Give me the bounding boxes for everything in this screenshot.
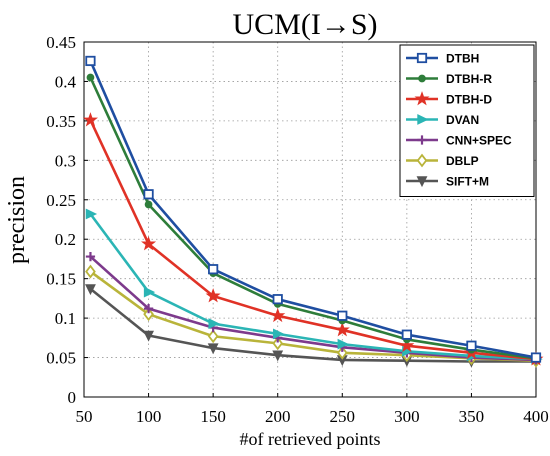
y-tick-label: 0.25 [46,191,76,210]
data-point-dvan [337,338,349,350]
data-point-dtbh [85,55,96,67]
x-tick-label: 300 [394,407,420,426]
data-point-sift-m [272,350,284,362]
legend-entry-dtbh: DTBH [406,52,479,66]
data-point-dtbh-d [334,322,350,337]
x-tick-label: 200 [265,407,291,426]
legend-marker [418,74,426,83]
series-line-dtbh-r [89,76,537,360]
x-tick-label: 100 [136,407,162,426]
legend-marker [416,176,428,188]
plot-frame [83,41,537,398]
y-tick-label: 0.4 [55,72,77,91]
data-point-dtbh [143,189,154,200]
x-tick-label: 250 [330,407,356,426]
series-line-dvan [89,213,537,361]
data-point-dtbh [337,310,348,321]
legend-marker [417,135,427,145]
data-point-dvan [208,318,220,330]
legend-label: DBLP [446,154,479,168]
legend-entry-dvan: DVAN [406,113,479,127]
legend: DTBH DTBH-R DTBH-D DVAN CNN+SPEC DBLP SIFT+M [399,44,535,197]
legend-label: DTBH-D [446,93,492,107]
data-point-sift-m [85,284,96,296]
y-tick-label: 0.3 [55,151,76,170]
y-axis-label: precision [4,176,30,264]
y-tick-label: 0 [68,388,77,407]
data-point-dtbh [272,294,283,305]
legend-label: SIFT+M [446,175,489,189]
legend-entry-dtbh-d: DTBH-D [406,91,492,107]
data-point-dtbh-d [205,288,221,303]
data-point-dvan [273,328,285,340]
legend-marker [416,52,428,64]
y-tick-label: 0.2 [55,230,76,249]
data-point-dblp [336,345,348,360]
data-point-dtbh [466,340,477,351]
data-point-dblp [207,329,219,344]
data-point-dvan [143,286,156,298]
legend-label: DTBH-R [446,72,492,86]
data-point-sift-m [143,330,155,342]
data-point-dblp [272,336,284,351]
chart-title: UCM(I→S) [232,8,377,41]
data-point-dtbh-r [144,200,153,209]
data-point-dtbh-d [399,337,415,353]
series-line-dtbh [89,60,537,359]
series-dtbh [85,55,542,363]
series-line-sift-m [89,287,536,363]
axis-ticks: 50 100 150 200 250 300 350 400 0 0.05 0.1 0.15 0.2 0.… [46,33,549,426]
series-dtbh-d [82,112,544,366]
data-point-dvan [85,208,98,220]
y-tick-label: 0.15 [46,270,76,289]
legend-label: DTBH [446,52,479,66]
x-tick-label: 50 [76,407,93,426]
series-line-cnn-spec [89,255,537,362]
y-tick-label: 0.35 [46,112,76,131]
y-tick-label: 0.05 [46,349,76,368]
data-point-dtbh-d [141,236,157,251]
data-point-dblp [85,264,96,279]
legend-label: DVAN [446,113,479,127]
data-point-cnn-spec [143,304,154,314]
data-point-dtbh [401,329,412,340]
series-line-dtbh-d [89,119,537,361]
series-lines [82,55,544,368]
x-axis-label: #of retrieved points [240,429,381,449]
y-tick-label: 0.1 [55,309,76,328]
legend-label: CNN+SPEC [446,134,512,148]
y-tick-label: 0.45 [46,33,76,52]
legend-entry-dblp: DBLP [406,153,479,168]
series-dvan [85,208,543,365]
x-tick-label: 400 [523,407,549,426]
data-point-dblp [143,307,154,322]
legend-entry-cnn-spec: CNN+SPEC [406,134,512,148]
legend-entry-dtbh-r: DTBH-R [406,72,492,86]
data-point-sift-m [207,343,219,355]
legend-marker [416,153,428,168]
data-point-cnn-spec [85,251,96,262]
x-tick-label: 350 [459,407,485,426]
data-point-dtbh [530,352,542,363]
data-point-dtbh [208,264,219,275]
data-point-dtbh-d [270,307,286,323]
data-point-dtbh-d [82,112,98,127]
legend-marker [414,91,430,106]
legend-entry-sift-m: SIFT+M [406,175,489,189]
legend-marker [417,114,429,125]
x-tick-label: 150 [200,407,226,426]
data-point-dtbh-r [86,73,95,82]
